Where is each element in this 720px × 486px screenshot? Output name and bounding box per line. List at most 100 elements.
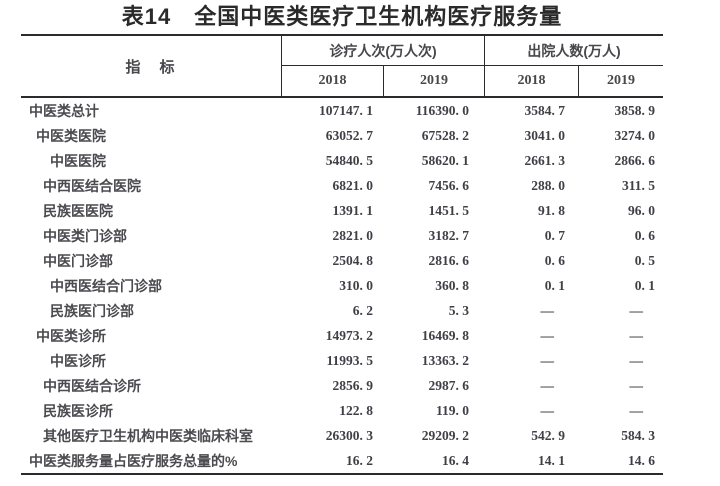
- table-row: 中医类门诊部 2821. 0 3182. 7 0. 7 0. 6: [21, 223, 663, 248]
- discharge-2018-value: —: [540, 302, 555, 318]
- discharge-2018-value: 0. 1: [544, 277, 565, 293]
- table-row: 其他医疗卫生机构中医类临床科室 26300. 3 29209. 2 542. 9…: [21, 423, 663, 448]
- header-discharge-2019: 2019: [578, 66, 663, 96]
- header-visits-2018: 2018: [318, 73, 347, 88]
- header-indicator: 指 标: [21, 36, 282, 96]
- header-group-visits: 诊疗人次(万人次): [282, 36, 484, 66]
- row-label: 中医类诊所: [36, 327, 106, 344]
- table-row: 中西医结合医院 6821. 0 7456. 6 288. 0 311. 5: [21, 173, 663, 198]
- visits-2019-value: 29209. 2: [421, 427, 469, 443]
- visits-2019-value: 67528. 2: [421, 127, 469, 143]
- visits-2019-value: 16. 4: [442, 452, 469, 468]
- visits-2018-value: 6821. 0: [332, 177, 374, 193]
- table-row: 民族医诊所 122. 8 119. 0 — —: [21, 398, 663, 423]
- row-label: 中医类总计: [29, 102, 99, 119]
- visits-2019-value: 116390. 0: [415, 102, 469, 118]
- visits-2018-value: 26300. 3: [325, 427, 373, 443]
- visits-2019-value: 1451. 5: [428, 202, 470, 218]
- discharge-2018-value: 0. 7: [544, 227, 565, 243]
- visits-2019-value: 119. 0: [435, 402, 469, 418]
- visits-2018-value: 63052. 7: [325, 127, 373, 143]
- row-label: 中医门诊部: [43, 252, 113, 269]
- discharge-2019-value: 0. 6: [634, 227, 655, 243]
- discharge-2019-value: —: [629, 352, 644, 368]
- row-label: 中西医结合医院: [43, 177, 141, 194]
- discharge-2018-value: 2661. 3: [524, 152, 566, 168]
- visits-2019-value: 5. 3: [448, 302, 469, 318]
- table-body: 中医类总计 107147. 1 116390. 0 3584. 7 3858. …: [21, 98, 663, 473]
- row-label: 中医类服务量占医疗服务总量的%: [29, 452, 238, 469]
- visits-2019-value: 16469. 8: [421, 327, 469, 343]
- discharge-2018-value: —: [540, 327, 555, 343]
- discharge-2018-value: 0. 6: [544, 252, 565, 268]
- discharge-2018-value: 3584. 7: [524, 102, 566, 118]
- header-group-discharge: 出院人数(万人): [484, 36, 663, 66]
- visits-2018-value: 310. 0: [339, 277, 373, 293]
- discharge-2019-value: —: [629, 377, 644, 393]
- table-row: 中西医结合门诊部 310. 0 360. 8 0. 1 0. 1: [21, 273, 663, 298]
- table-row: 中医类总计 107147. 1 116390. 0 3584. 7 3858. …: [21, 98, 663, 123]
- visits-2018-value: 6. 2: [352, 302, 373, 318]
- visits-2019-value: 7456. 6: [428, 177, 470, 193]
- table-row: 中医类服务量占医疗服务总量的% 16. 2 16. 4 14. 1 14. 6: [21, 448, 663, 473]
- visits-2018-value: 1391. 1: [332, 202, 374, 218]
- row-label: 民族医诊所: [43, 402, 113, 419]
- row-label: 中医类门诊部: [43, 227, 127, 244]
- visits-2018-value: 2504. 8: [332, 252, 374, 268]
- visits-2019-value: 360. 8: [435, 277, 469, 293]
- discharge-2018-value: —: [540, 402, 555, 418]
- discharge-2018-value: 91. 8: [538, 202, 565, 218]
- row-label: 其他医疗卫生机构中医类临床科室: [43, 427, 253, 444]
- discharge-2019-value: —: [629, 402, 644, 418]
- visits-2018-value: 11993. 5: [326, 352, 373, 368]
- row-label: 中西医结合门诊部: [50, 277, 162, 294]
- discharge-2019-value: 311. 5: [621, 177, 655, 193]
- discharge-2018-value: —: [540, 377, 555, 393]
- discharge-2018-value: 14. 1: [538, 452, 565, 468]
- table-row: 中西医结合诊所 2856. 9 2987. 6 — —: [21, 373, 663, 398]
- header-visits-2019: 2019: [383, 66, 484, 96]
- discharge-2019-value: 3858. 9: [614, 102, 656, 118]
- table-row: 中医门诊部 2504. 8 2816. 6 0. 6 0. 5: [21, 248, 663, 273]
- row-label: 中医医院: [50, 152, 106, 169]
- visits-2019-value: 3182. 7: [428, 227, 470, 243]
- visits-2018-value: 14973. 2: [325, 327, 373, 343]
- discharge-2018-value: 3041. 0: [524, 127, 566, 143]
- discharge-2019-value: 14. 6: [628, 452, 655, 468]
- table-header: 指 标 诊疗人次(万人次) 出院人数(万人) 2018 2019 2018 20…: [21, 36, 663, 98]
- row-label: 民族医门诊部: [50, 302, 134, 319]
- visits-2019-value: 58620. 1: [421, 152, 469, 168]
- table-row: 民族医医院 1391. 1 1451. 5 91. 8 96. 0: [21, 198, 663, 223]
- discharge-2018-value: 288. 0: [531, 177, 565, 193]
- table-row: 中医类诊所 14973. 2 16469. 8 — —: [21, 323, 663, 348]
- table-row: 民族医门诊部 6. 2 5. 3 — —: [21, 298, 663, 323]
- discharge-2019-value: 0. 1: [634, 277, 655, 293]
- header-discharge-2018: 2018: [484, 66, 578, 96]
- visits-2018-value: 2821. 0: [332, 227, 374, 243]
- visits-2019-value: 2816. 6: [428, 252, 470, 268]
- visits-2018-value: 16. 2: [346, 452, 373, 468]
- visits-2019-value: 2987. 6: [428, 377, 470, 393]
- discharge-2019-value: —: [629, 327, 644, 343]
- row-label: 中医类医院: [36, 127, 106, 144]
- row-label: 民族医医院: [43, 202, 113, 219]
- visits-2018-value: 122. 8: [339, 402, 373, 418]
- discharge-2018-value: 542. 9: [531, 427, 565, 443]
- visits-2018-value: 2856. 9: [332, 377, 374, 393]
- discharge-2019-value: 3274. 0: [614, 127, 656, 143]
- discharge-2019-value: 2866. 6: [614, 152, 656, 168]
- discharge-2019-value: 96. 0: [628, 202, 655, 218]
- visits-2019-value: 13363. 2: [421, 352, 469, 368]
- row-label: 中西医结合诊所: [43, 377, 141, 394]
- row-label: 中医诊所: [50, 352, 106, 369]
- tcm-service-volume-table: 指 标 诊疗人次(万人次) 出院人数(万人) 2018 2019 2018 20…: [21, 34, 663, 475]
- table-title: 表14 全国中医类医疗卫生机构医疗服务量: [121, 4, 563, 29]
- visits-2018-value: 107147. 1: [319, 102, 373, 118]
- discharge-2019-value: 584. 3: [621, 427, 655, 443]
- discharge-2018-value: —: [540, 352, 555, 368]
- discharge-2019-value: —: [629, 302, 644, 318]
- discharge-2019-value: 0. 5: [634, 252, 655, 268]
- visits-2018-value: 54840. 5: [325, 152, 373, 168]
- table-row: 中医医院 54840. 5 58620. 1 2661. 3 2866. 6: [21, 148, 663, 173]
